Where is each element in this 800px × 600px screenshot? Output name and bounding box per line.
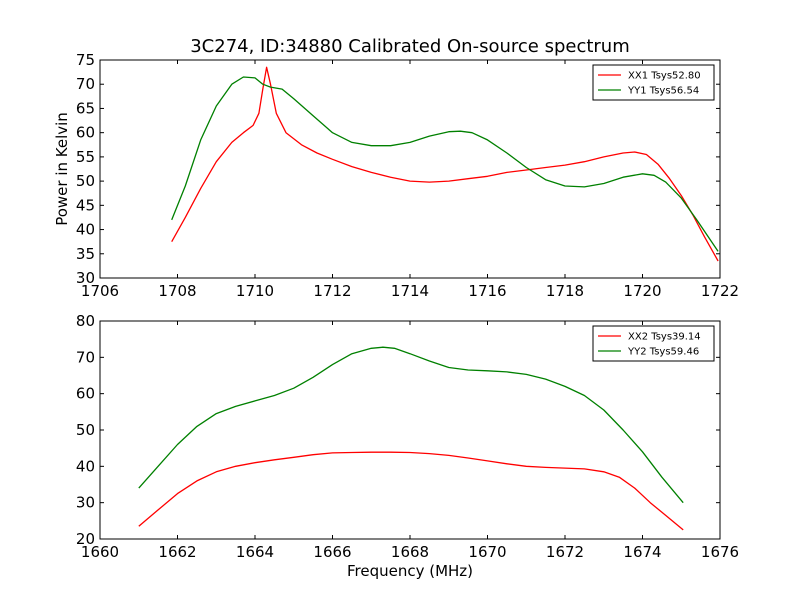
top-y-axis-label: Power in Kelvin — [53, 112, 71, 226]
bottom-x-tick-label: 1662 — [158, 543, 196, 561]
bottom-x-tick-label: 1670 — [468, 543, 506, 561]
bottom-y-tick-label: 40 — [76, 457, 95, 475]
figure-title: 3C274, ID:34880 Calibrated On-source spe… — [190, 36, 630, 57]
top-x-tick-label: 1718 — [546, 282, 584, 300]
top-x-tick-label: 1712 — [313, 282, 351, 300]
bottom-x-axis-label: Frequency (MHz) — [347, 562, 473, 580]
bottom-y-tick-label: 50 — [76, 421, 95, 439]
bottom-x-tick-label: 1660 — [81, 543, 119, 561]
bottom-x-tick-label: 1664 — [236, 543, 274, 561]
bottom-y-tick-label: 30 — [76, 494, 95, 512]
bottom-series-layer — [138, 346, 684, 531]
top-plot-frame — [99, 59, 721, 279]
top-x-tick-label: 1720 — [623, 282, 661, 300]
top-legend-box — [592, 64, 715, 101]
bottom-y-tick-label: 60 — [76, 385, 95, 403]
top-y-tick-label: 50 — [76, 172, 95, 190]
bottom-x-tick-label: 1666 — [313, 543, 351, 561]
top-x-tick-label: 1716 — [468, 282, 506, 300]
top-y-tick-label: 40 — [76, 221, 95, 239]
bottom-legend-box — [592, 325, 715, 362]
top-panel-xx1-yy1: 1706 1708 1710 1712 1714 1716 1718 1720 1722 30 35… — [53, 51, 739, 300]
top-x-tick-label: 1714 — [391, 282, 429, 300]
top-y-tick-label: 65 — [76, 99, 95, 117]
top-x-tick-label: 1710 — [236, 282, 274, 300]
top-y-tick-label: 35 — [76, 245, 95, 263]
top-series-xx-line — [171, 66, 719, 262]
bottom-y-tick-label: 80 — [76, 312, 95, 330]
bottom-x-tick-label: 1676 — [701, 543, 739, 561]
bottom-series-xx-line — [138, 451, 684, 531]
bottom-ticks-layer: 1660 1662 1664 1666 1668 1670 1672 1674 1676 20 30… — [76, 312, 739, 561]
top-y-tick-label: 45 — [76, 196, 95, 214]
top-legend-label: YY1 Tsys56.54 — [627, 86, 699, 97]
bottom-plot-frame — [99, 320, 721, 540]
top-y-tick-label: 30 — [76, 269, 95, 287]
bottom-y-tick-label: 20 — [76, 530, 95, 548]
bottom-x-tick-label: 1672 — [546, 543, 584, 561]
bottom-y-tick-label: 70 — [76, 348, 95, 366]
bottom-legend-label: XX2 Tsys39.14 — [628, 332, 701, 343]
bottom-series-yy-line — [138, 346, 684, 504]
bottom-panel-xx2-yy2: 1660 1662 1664 1666 1668 1670 1672 1674 1676 20 30… — [76, 312, 739, 580]
bottom-legend: XX2 Tsys39.14 YY2 Tsys59.46 — [592, 325, 715, 362]
top-y-tick-label: 75 — [76, 51, 95, 69]
top-x-tick-label: 1722 — [701, 282, 739, 300]
top-ticks-layer: 1706 1708 1710 1712 1714 1716 1718 1720 1722 30 35… — [76, 51, 739, 300]
bottom-legend-label: YY2 Tsys59.46 — [627, 347, 699, 358]
bottom-x-tick-label: 1668 — [391, 543, 429, 561]
top-x-tick-label: 1706 — [81, 282, 119, 300]
bottom-x-tick-label: 1674 — [623, 543, 661, 561]
top-series-layer — [171, 66, 719, 262]
top-y-tick-label: 60 — [76, 124, 95, 142]
top-legend-label: XX1 Tsys52.80 — [628, 71, 701, 82]
top-y-tick-label: 70 — [76, 75, 95, 93]
top-legend: XX1 Tsys52.80 YY1 Tsys56.54 — [592, 64, 715, 101]
top-series-yy-line — [171, 76, 719, 252]
top-x-tick-label: 1708 — [158, 282, 196, 300]
top-y-tick-label: 55 — [76, 148, 95, 166]
